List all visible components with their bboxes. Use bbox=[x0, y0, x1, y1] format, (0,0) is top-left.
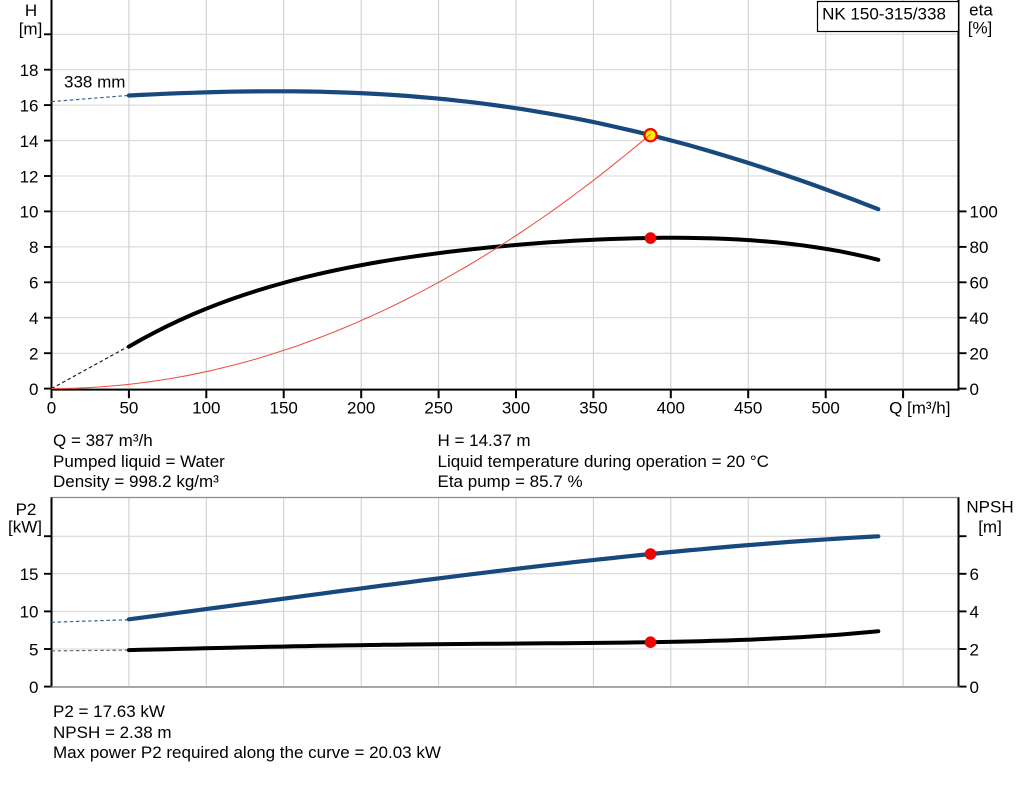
svg-text:0: 0 bbox=[29, 678, 38, 697]
svg-text:[kW]: [kW] bbox=[8, 518, 42, 537]
svg-text:350: 350 bbox=[579, 399, 607, 418]
svg-text:18: 18 bbox=[20, 61, 39, 80]
svg-text:6: 6 bbox=[970, 565, 979, 584]
svg-text:0: 0 bbox=[970, 678, 979, 697]
svg-text:6: 6 bbox=[29, 274, 38, 293]
svg-text:100: 100 bbox=[970, 203, 998, 222]
svg-text:40: 40 bbox=[970, 309, 989, 328]
svg-text:338 mm: 338 mm bbox=[64, 73, 125, 92]
svg-text:15: 15 bbox=[20, 565, 39, 584]
svg-text:4: 4 bbox=[970, 603, 979, 622]
svg-text:20: 20 bbox=[970, 345, 989, 364]
svg-text:50: 50 bbox=[119, 399, 138, 418]
svg-text:P2: P2 bbox=[16, 500, 37, 519]
svg-text:200: 200 bbox=[347, 399, 375, 418]
svg-text:NPSH: NPSH bbox=[966, 498, 1013, 517]
svg-text:eta: eta bbox=[969, 1, 993, 20]
svg-text:[m]: [m] bbox=[19, 20, 43, 39]
svg-text:P2 = 17.63 kW: P2 = 17.63 kW bbox=[53, 702, 165, 721]
svg-text:450: 450 bbox=[734, 399, 762, 418]
svg-text:8: 8 bbox=[29, 238, 38, 257]
svg-text:Q = 387 m³/h: Q = 387 m³/h bbox=[53, 431, 153, 450]
svg-text:[m]: [m] bbox=[978, 518, 1002, 537]
svg-text:Pumped liquid = Water: Pumped liquid = Water bbox=[53, 452, 225, 471]
svg-text:0: 0 bbox=[970, 380, 979, 399]
svg-text:4: 4 bbox=[29, 309, 38, 328]
svg-text:2: 2 bbox=[970, 640, 979, 659]
svg-text:NK 150-315/338: NK 150-315/338 bbox=[822, 5, 946, 24]
svg-text:12: 12 bbox=[20, 167, 39, 186]
svg-text:16: 16 bbox=[20, 96, 39, 115]
svg-text:Eta pump = 85.7 %: Eta pump = 85.7 % bbox=[438, 472, 583, 491]
svg-text:500: 500 bbox=[812, 399, 840, 418]
svg-text:Density = 998.2 kg/m³: Density = 998.2 kg/m³ bbox=[53, 472, 219, 491]
svg-text:400: 400 bbox=[657, 399, 685, 418]
svg-text:H: H bbox=[25, 1, 37, 20]
svg-text:0: 0 bbox=[47, 399, 56, 418]
svg-text:2: 2 bbox=[29, 345, 38, 364]
svg-text:NPSH = 2.38 m: NPSH = 2.38 m bbox=[53, 723, 172, 742]
svg-text:80: 80 bbox=[970, 238, 989, 257]
svg-text:10: 10 bbox=[20, 603, 39, 622]
svg-text:Liquid temperature during oper: Liquid temperature during operation = 20… bbox=[438, 452, 769, 471]
svg-text:[%]: [%] bbox=[968, 19, 993, 38]
svg-text:150: 150 bbox=[270, 399, 298, 418]
svg-text:10: 10 bbox=[20, 203, 39, 222]
svg-text:250: 250 bbox=[424, 399, 452, 418]
svg-text:100: 100 bbox=[192, 399, 220, 418]
svg-text:H = 14.37 m: H = 14.37 m bbox=[438, 431, 531, 450]
svg-text:14: 14 bbox=[20, 132, 39, 151]
svg-text:Q [m³/h]: Q [m³/h] bbox=[889, 399, 950, 418]
svg-text:60: 60 bbox=[970, 274, 989, 293]
svg-text:Max power P2 required along th: Max power P2 required along the curve = … bbox=[53, 743, 441, 762]
svg-text:5: 5 bbox=[29, 640, 38, 659]
svg-text:300: 300 bbox=[502, 399, 530, 418]
svg-text:0: 0 bbox=[29, 380, 38, 399]
